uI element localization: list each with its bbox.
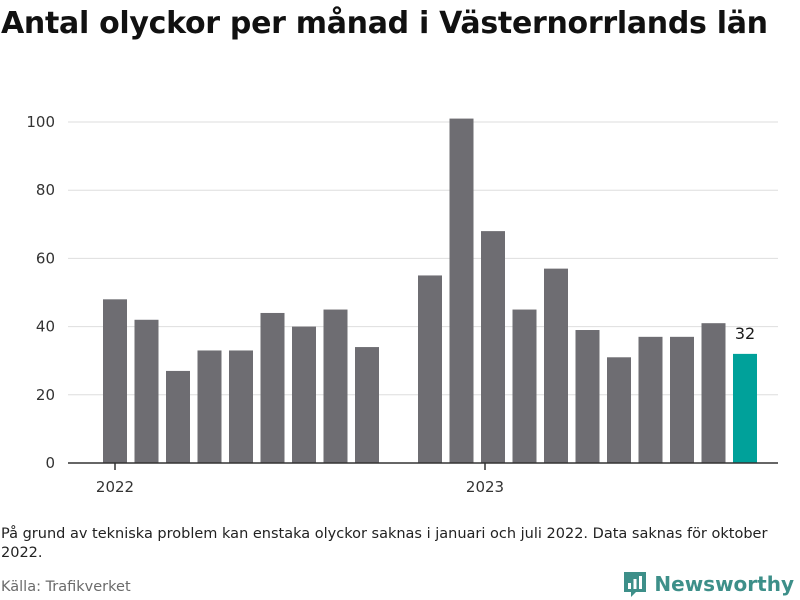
bars xyxy=(103,118,757,463)
y-tick-label: 60 xyxy=(36,249,55,267)
y-tick-label: 20 xyxy=(36,386,55,404)
source-text: Källa: Trafikverket xyxy=(1,579,131,595)
bar-chart: 0 20 40 60 80 100 32 2022 2023 xyxy=(26,113,778,496)
data-label: 32 xyxy=(735,324,755,343)
bar xyxy=(418,275,442,463)
bar xyxy=(607,357,631,463)
bar xyxy=(670,336,694,463)
y-axis-ticks: 0 20 40 60 80 100 xyxy=(26,113,55,472)
data-labels: 32 xyxy=(735,324,755,343)
brand-name: Newsworthy xyxy=(654,572,794,596)
bar xyxy=(134,319,159,463)
bar-highlight xyxy=(733,353,757,463)
bar xyxy=(292,326,316,463)
bar xyxy=(449,118,474,463)
bar xyxy=(355,347,379,463)
bar xyxy=(575,330,600,463)
x-tick-label: 2022 xyxy=(96,478,134,496)
x-tick-label: 2023 xyxy=(466,478,504,496)
bar xyxy=(512,309,537,463)
y-tick-label: 0 xyxy=(45,454,55,472)
y-tick-label: 80 xyxy=(36,181,55,199)
bar xyxy=(701,323,726,463)
bar xyxy=(638,336,663,463)
newsworthy-logo-icon xyxy=(624,572,647,597)
bar xyxy=(166,370,190,463)
bar xyxy=(544,268,568,463)
chart-title: Antal olyckor per månad i Västernorrland… xyxy=(1,6,768,41)
bar xyxy=(197,350,222,463)
bar xyxy=(481,231,505,463)
y-tick-label: 40 xyxy=(36,318,55,336)
bar xyxy=(323,309,348,463)
bar xyxy=(260,312,285,463)
x-axis: 2022 2023 xyxy=(68,462,778,496)
y-tick-label: 100 xyxy=(26,113,55,131)
footnote: På grund av tekniska problem kan enstaka… xyxy=(1,526,768,561)
bar xyxy=(229,350,253,463)
brand-logo: Newsworthy xyxy=(622,570,794,598)
bar xyxy=(103,299,127,463)
